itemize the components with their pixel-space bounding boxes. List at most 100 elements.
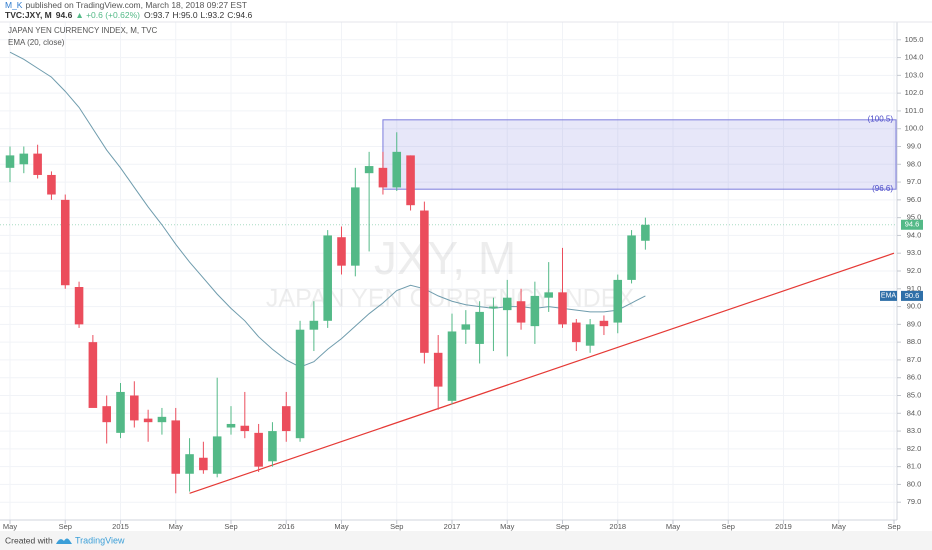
candle-body bbox=[572, 322, 581, 343]
ema-tag-box bbox=[880, 290, 897, 301]
annotations: (100.5) (96.6) bbox=[0, 114, 897, 494]
candle-body bbox=[585, 324, 595, 346]
y-tick-label: 91.0 bbox=[907, 284, 922, 293]
candle-body bbox=[433, 352, 443, 387]
candle-body bbox=[47, 174, 56, 195]
candle-body bbox=[60, 199, 70, 286]
y-tick-label: 103.0 bbox=[905, 70, 924, 79]
y-tick-label: 81.0 bbox=[907, 462, 922, 471]
x-tick-label: 2019 bbox=[775, 522, 792, 531]
y-tick-label: 88.0 bbox=[907, 337, 922, 346]
x-tick-label: May bbox=[832, 522, 846, 531]
ema-price-tag bbox=[901, 290, 923, 301]
x-tick-label: May bbox=[500, 522, 514, 531]
last-price-tag bbox=[901, 219, 923, 230]
y-tick-label: 83.0 bbox=[907, 426, 922, 435]
y-tick-label: 90.0 bbox=[907, 302, 922, 311]
candle-body bbox=[295, 329, 305, 439]
candle-body bbox=[130, 395, 139, 421]
watermark-symbol: JXY, M bbox=[374, 232, 516, 284]
x-tick-label: Sep bbox=[59, 522, 72, 531]
y-tick-label: 82.0 bbox=[907, 444, 922, 453]
x-tick-label: 2016 bbox=[278, 522, 295, 531]
candle-body bbox=[74, 287, 84, 325]
y-tick-label: 101.0 bbox=[905, 106, 924, 115]
candle-body bbox=[544, 292, 553, 298]
published: published on TradingView.com, March 18, … bbox=[25, 0, 246, 10]
y-tick-label: 96.0 bbox=[907, 195, 922, 204]
y-tick-label: 79.0 bbox=[907, 497, 922, 506]
candle-body bbox=[599, 320, 609, 327]
candle-body bbox=[337, 237, 346, 266]
ema-line bbox=[9, 51, 646, 368]
candle-body bbox=[33, 153, 42, 175]
y-tick-label: 80.0 bbox=[907, 479, 922, 488]
symbol: TVC:JXY, M bbox=[5, 10, 52, 20]
plot bbox=[5, 51, 650, 494]
trend-line bbox=[189, 252, 895, 494]
zone-rect bbox=[382, 119, 897, 190]
y-tick-label: 99.0 bbox=[907, 141, 922, 150]
y-tick-label: 85.0 bbox=[907, 390, 922, 399]
watermark-name: JAPAN YEN CURRENCY INDEX bbox=[266, 285, 634, 313]
y-tick-label: 95.0 bbox=[907, 213, 922, 222]
candle-body bbox=[254, 432, 263, 467]
candle-body bbox=[516, 301, 526, 323]
x-tick-label: Sep bbox=[224, 522, 237, 531]
candle-body bbox=[351, 187, 360, 266]
footer-brand[interactable]: TradingView bbox=[75, 535, 125, 545]
y-tick-label: 102.0 bbox=[905, 88, 924, 97]
ohlc-low: L:93.2 bbox=[201, 10, 225, 20]
ohlc-open: O:93.7 bbox=[144, 10, 170, 20]
y-tick-label: 89.0 bbox=[907, 319, 922, 328]
y-tick-label: 100.0 bbox=[905, 124, 924, 133]
y-tick-label: 94.0 bbox=[907, 230, 922, 239]
ohlc-high: H:95.0 bbox=[173, 10, 198, 20]
chart-title: JAPAN YEN CURRENCY INDEX, M, TVC bbox=[8, 26, 157, 35]
x-tick-label: Sep bbox=[887, 522, 900, 531]
candle-body bbox=[102, 406, 111, 423]
last: 94.6 bbox=[56, 10, 73, 20]
candle-body bbox=[281, 406, 291, 432]
x-tick-label: Sep bbox=[556, 522, 569, 531]
candle-body bbox=[475, 311, 484, 344]
axes: 79.0 80.0 81.0 82.0 83.0 84.0 85.0 86.0 87.0 88.0… bbox=[0, 21, 932, 531]
candle-body bbox=[627, 235, 636, 280]
candle-body bbox=[406, 155, 415, 206]
candle-body bbox=[268, 431, 277, 462]
x-tick-label: Sep bbox=[722, 522, 735, 531]
ema-legend: EMA (20, close) bbox=[8, 38, 65, 47]
candle-body bbox=[199, 457, 208, 471]
y-tick-label: 98.0 bbox=[907, 159, 922, 168]
zone-bottom-label: (96.6) bbox=[872, 184, 893, 193]
y-tick-label: 104.0 bbox=[905, 53, 924, 62]
candle-body bbox=[378, 167, 388, 188]
last-price-label: 94.6 bbox=[905, 220, 920, 229]
candle-body bbox=[392, 151, 402, 188]
candle-body bbox=[116, 391, 125, 433]
author[interactable]: M_K bbox=[5, 0, 23, 10]
x-tick-label: Sep bbox=[390, 522, 403, 531]
x-tick-label: 2018 bbox=[609, 522, 626, 531]
candle-body bbox=[309, 320, 319, 330]
ohlc-close: C:94.6 bbox=[227, 10, 252, 20]
ema-tag: EMA bbox=[881, 293, 897, 300]
candle-body bbox=[502, 297, 512, 311]
candle-body bbox=[171, 420, 181, 474]
y-tick-label: 105.0 bbox=[905, 35, 924, 44]
x-tick-label: 2015 bbox=[112, 522, 129, 531]
x-tick-label: May bbox=[3, 522, 17, 531]
candle-body bbox=[157, 416, 167, 423]
y-tick-label: 86.0 bbox=[907, 373, 922, 382]
candle-body bbox=[226, 423, 236, 428]
candle-body bbox=[558, 292, 567, 325]
candle-body bbox=[447, 331, 457, 401]
x-tick-label: May bbox=[169, 522, 183, 531]
candle-body bbox=[212, 436, 222, 474]
ema-price-label: 90.6 bbox=[905, 291, 920, 300]
y-tick-label: 97.0 bbox=[907, 177, 922, 186]
footer-created: Created with bbox=[5, 535, 53, 545]
